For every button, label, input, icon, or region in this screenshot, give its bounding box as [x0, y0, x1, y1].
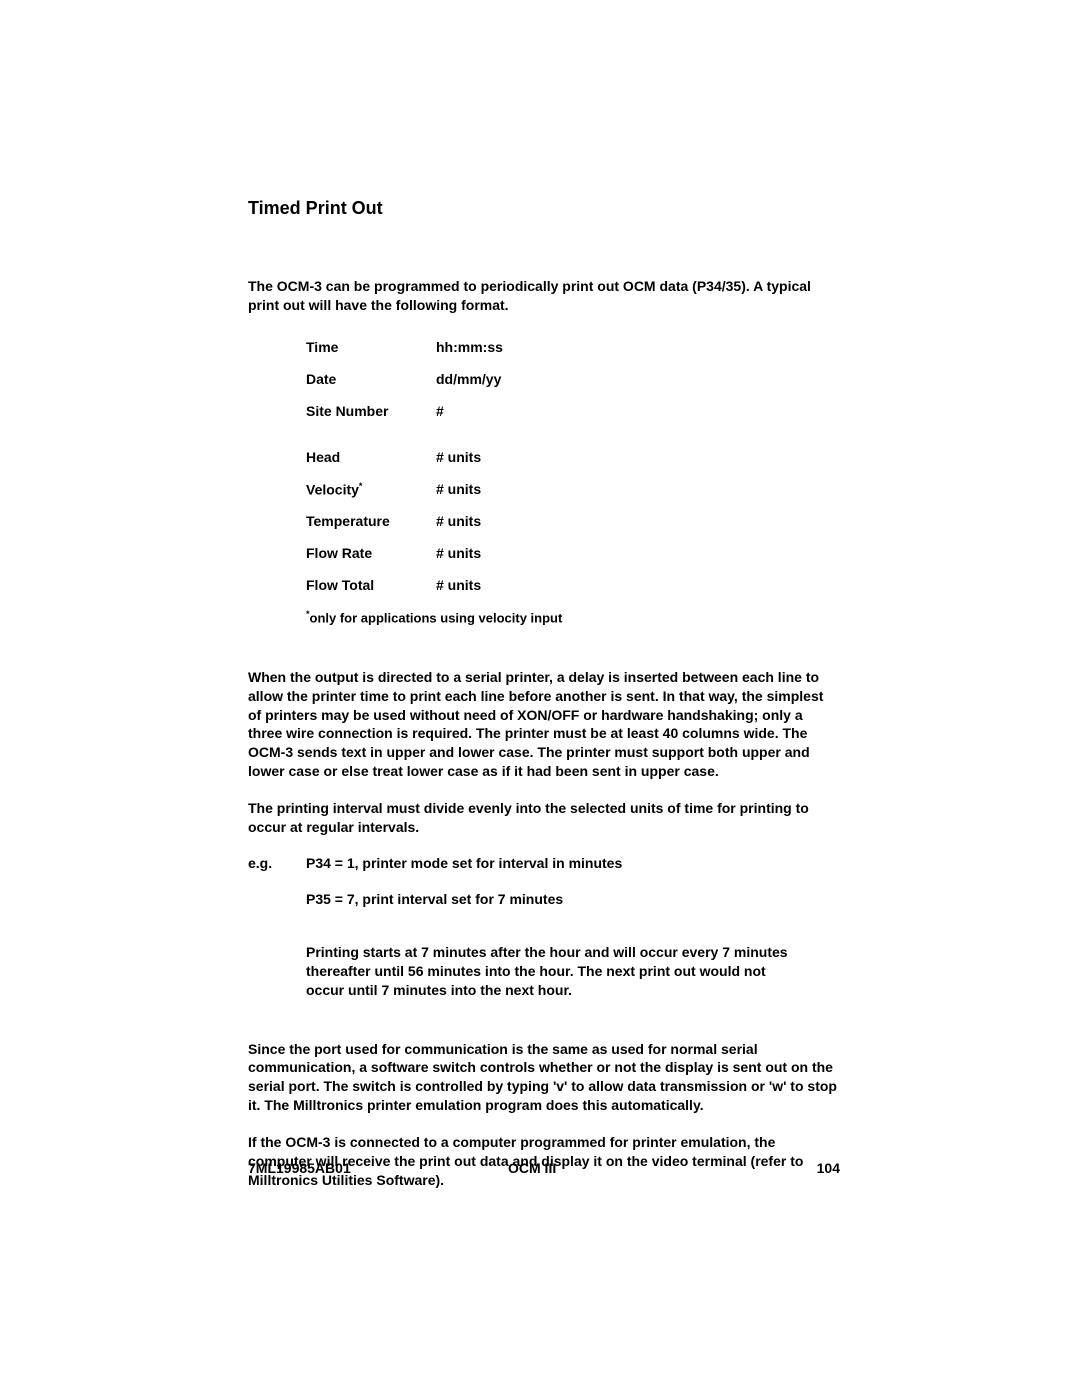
format-value: # units — [436, 577, 481, 593]
format-row: Flow Total # units — [306, 577, 840, 593]
footer-title: OCM III — [508, 1160, 817, 1176]
footnote-text: only for applications using velocity inp… — [310, 611, 563, 626]
page-footer: 7ML19985AB01 OCM III 104 — [248, 1160, 840, 1176]
format-label: Flow Rate — [306, 545, 436, 561]
example-text: P34 = 1, printer mode set for interval i… — [306, 855, 840, 871]
format-value: dd/mm/yy — [436, 371, 501, 387]
page-content: Timed Print Out The OCM-3 can be program… — [248, 198, 840, 1208]
format-label: Velocity* — [306, 481, 436, 498]
format-label: Flow Total — [306, 577, 436, 593]
footnote-marker: * — [359, 481, 363, 491]
format-label: Site Number — [306, 403, 436, 419]
example-block: e.g. P34 = 1, printer mode set for inter… — [248, 855, 840, 1000]
format-row: Flow Rate # units — [306, 545, 840, 561]
example-indent: P35 = 7, print interval set for 7 minute… — [306, 891, 840, 907]
format-value: # — [436, 403, 444, 419]
format-label: Temperature — [306, 513, 436, 529]
serial-paragraph: When the output is directed to a serial … — [248, 668, 840, 781]
footer-doc-id: 7ML19985AB01 — [248, 1160, 508, 1176]
interval-paragraph: The printing interval must divide evenly… — [248, 799, 840, 837]
footer-page-number: 104 — [817, 1160, 840, 1176]
format-row: Date dd/mm/yy — [306, 371, 840, 387]
port-paragraph: Since the port used for communication is… — [248, 1040, 840, 1116]
footnote: *only for applications using velocity in… — [306, 609, 840, 625]
format-label: Head — [306, 449, 436, 465]
section-title: Timed Print Out — [248, 198, 840, 219]
format-value: # units — [436, 449, 481, 465]
format-value: # units — [436, 513, 481, 529]
example-sub: Printing starts at 7 minutes after the h… — [306, 943, 796, 1000]
format-label-text: Velocity — [306, 481, 359, 497]
format-label: Time — [306, 339, 436, 355]
format-table: Time hh:mm:ss Date dd/mm/yy Site Number … — [306, 339, 840, 594]
format-row: Time hh:mm:ss — [306, 339, 840, 355]
format-row: Temperature # units — [306, 513, 840, 529]
format-label: Date — [306, 371, 436, 387]
format-value: # units — [436, 481, 481, 498]
format-value: hh:mm:ss — [436, 339, 503, 355]
format-value: # units — [436, 545, 481, 561]
format-row: Site Number # — [306, 403, 840, 419]
format-row: Head # units — [306, 449, 840, 465]
intro-paragraph: The OCM-3 can be programmed to periodica… — [248, 277, 840, 315]
example-eg-label: e.g. — [248, 855, 306, 871]
example-line: e.g. P34 = 1, printer mode set for inter… — [248, 855, 840, 871]
spacer — [306, 435, 840, 449]
format-row: Velocity* # units — [306, 481, 840, 498]
